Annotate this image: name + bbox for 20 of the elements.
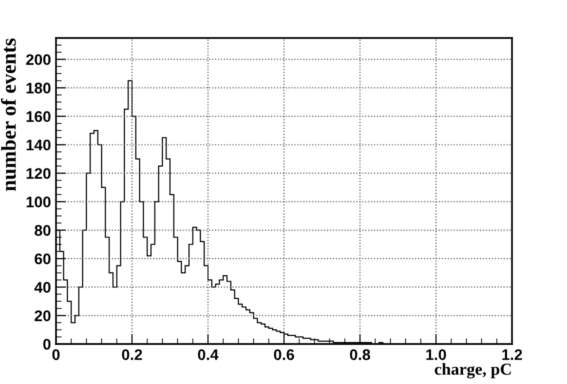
x-tick-label: 1.0 (426, 349, 446, 360)
y-tick-label: 80 (34, 225, 51, 236)
y-tick-label: 20 (34, 310, 51, 322)
x-tick-label: 0.4 (198, 349, 219, 360)
x-tick-label: 0 (52, 349, 60, 360)
x-tick-label: 0.6 (274, 349, 294, 360)
x-tick-label: 1.2 (502, 349, 522, 360)
y-tick-label: 200 (26, 54, 51, 66)
y-tick-label: 100 (26, 196, 51, 208)
y-axis-title: number of events (0, 38, 16, 191)
y-tick-label: 140 (26, 140, 51, 150)
y-tick-label: 60 (34, 253, 51, 264)
x-tick-label: 0.8 (350, 349, 370, 360)
y-tick-label: 120 (26, 168, 51, 179)
x-axis-title: charge, pC (434, 363, 511, 378)
y-tick-label: 160 (26, 111, 51, 122)
x-tick-label: 0.2 (122, 349, 142, 360)
y-tick-label: 40 (34, 282, 51, 293)
y-tick-label: 0 (43, 338, 51, 350)
y-tick-label: 180 (26, 82, 51, 94)
